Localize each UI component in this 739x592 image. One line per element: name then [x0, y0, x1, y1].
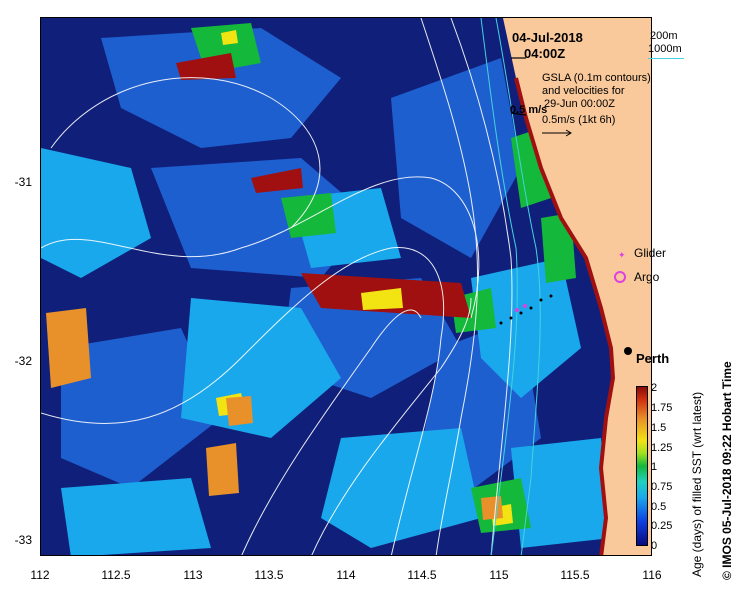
gsla-line2: and velocities for: [542, 85, 625, 97]
bathy-200m-label: 200m: [650, 30, 678, 42]
city-label: Perth: [636, 351, 670, 366]
gsla-line3: 29-Jun 00:00Z: [544, 98, 615, 110]
argo-legend-label: Argo: [634, 270, 660, 284]
colorbar-tick-0-75: 0.75: [651, 481, 673, 493]
x-tick-112: 112: [30, 568, 50, 582]
gsla-line1: GSLA (0.1m contours): [542, 72, 651, 84]
map-canvas: [41, 18, 651, 555]
x-tick-113: 113: [183, 568, 203, 582]
y-tick-32: -32: [14, 354, 32, 368]
map-date: 04-Jul-2018: [512, 30, 583, 45]
colorbar-tick-0-5: 0.5: [651, 501, 667, 513]
colorbar: [636, 386, 648, 546]
colorbar-tick-1-25: 1.25: [651, 442, 673, 454]
x-tick-114-5: 114.5: [407, 568, 437, 582]
x-tick-115-5: 115.5: [560, 568, 590, 582]
colorbar-tick-1-75: 1.75: [651, 402, 673, 414]
colorbar-title: Age (days) of filled SST (wrt latest): [690, 391, 704, 577]
sst-age-map: [40, 17, 652, 556]
coastline: [514, 77, 616, 555]
argo-marker-icon: [614, 271, 626, 283]
glider-positions: [515, 304, 527, 312]
y-tick-33: -33: [14, 533, 32, 547]
colorbar-tick-1: 1: [651, 461, 658, 473]
land-mass: [503, 18, 651, 555]
velocity-scale-arrow-icon: [542, 129, 572, 137]
colorbar-tick-1-5: 1.5: [651, 422, 667, 434]
x-tick-114: 114: [336, 568, 356, 582]
velocity-vectors: [510, 57, 527, 116]
colorbar-tick-0: 0: [651, 540, 658, 552]
gsla-scale-label: 0.5m/s (1kt 6h): [542, 114, 616, 126]
velocity-vector-label: 0.5 m/s: [510, 104, 548, 116]
sst-orange-patches: [46, 308, 503, 520]
glider-track: [499, 294, 553, 325]
colorbar-tick-0-25: 0.25: [651, 520, 673, 532]
imos-credit: © IMOS 05-Jul-2018 09:22 Hobart Time: [720, 361, 734, 580]
bathy-legend-line: [648, 58, 684, 59]
x-tick-116: 116: [642, 568, 662, 582]
x-tick-113-5: 113.5: [254, 568, 284, 582]
x-tick-112-5: 112.5: [101, 568, 131, 582]
city-marker-icon: [624, 347, 632, 355]
glider-legend-label: Glider: [634, 246, 667, 260]
y-tick-31: -31: [14, 175, 32, 189]
map-time: 04:00Z: [524, 46, 566, 61]
colorbar-tick-2: 2: [651, 382, 658, 394]
gsla-contours: [41, 18, 513, 555]
x-tick-115: 115: [489, 568, 509, 582]
bathy-1000m-label: 1000m: [648, 43, 682, 55]
glider-marker-icon: ✦: [618, 250, 626, 260]
